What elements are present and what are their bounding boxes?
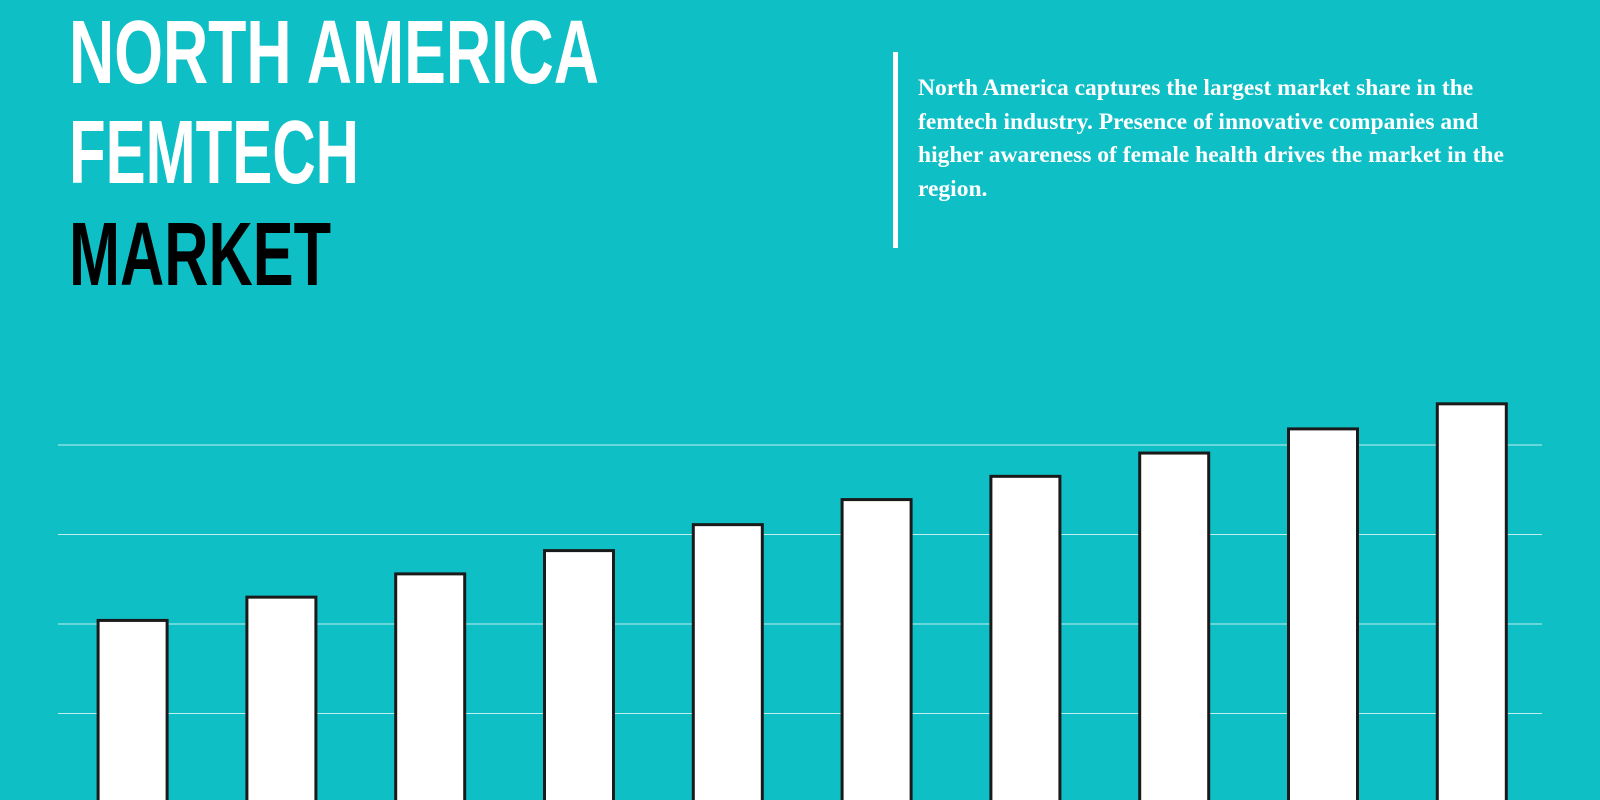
bar	[1435, 402, 1508, 800]
title-line: FEMTECH	[69, 103, 359, 203]
bar	[840, 498, 913, 800]
bar	[245, 595, 318, 800]
bar	[394, 572, 467, 800]
title-line: MARKET	[69, 205, 331, 305]
bar	[989, 474, 1062, 800]
bar	[96, 618, 169, 800]
bar	[1287, 427, 1359, 800]
title-line: NORTH AMERICA	[69, 3, 599, 103]
description: North America captures the largest marke…	[918, 75, 1504, 202]
bar	[543, 549, 615, 800]
bar	[691, 523, 764, 800]
bar	[1138, 451, 1211, 800]
divider	[893, 52, 898, 248]
